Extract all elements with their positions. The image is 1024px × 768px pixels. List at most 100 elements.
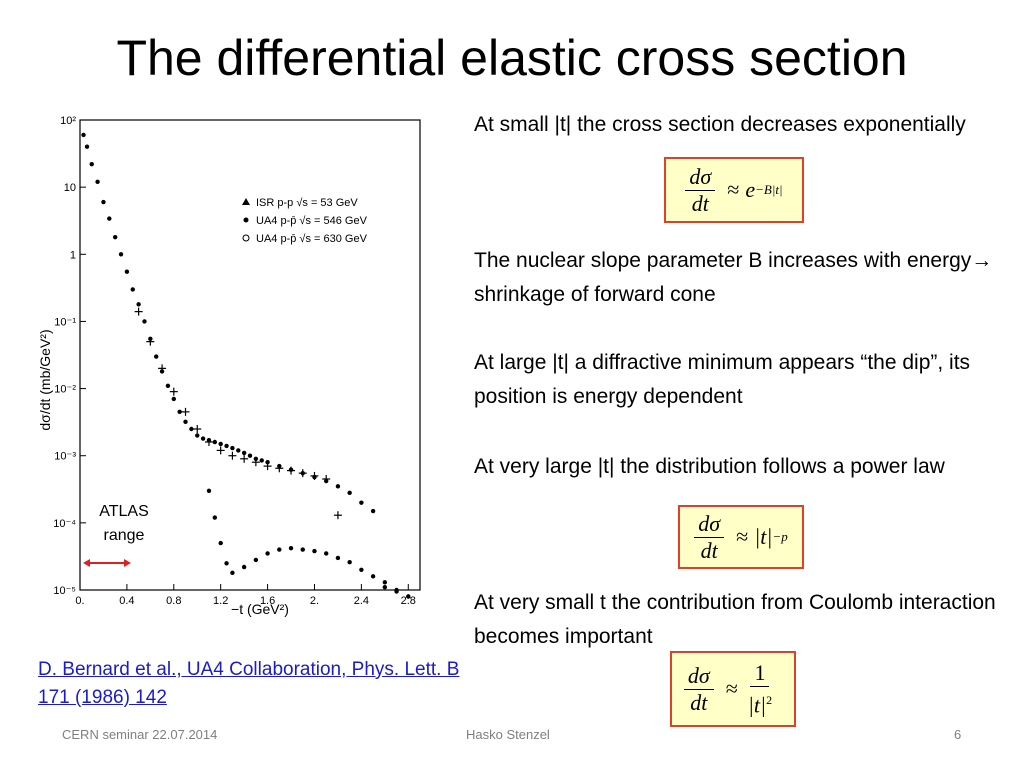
data-point-cross bbox=[216, 446, 225, 455]
fraction: dσ dt bbox=[685, 164, 716, 217]
x-tick-label: 2.8 bbox=[401, 595, 416, 607]
legend-marker bbox=[242, 234, 250, 242]
data-point bbox=[259, 458, 264, 463]
data-points bbox=[81, 132, 411, 599]
rhs-fraction: 1 |t|2 bbox=[744, 660, 776, 718]
y-tick-label: 10⁻³ bbox=[54, 451, 76, 463]
data-point bbox=[247, 453, 253, 458]
x-tick-label: 0. bbox=[75, 595, 84, 607]
data-point bbox=[165, 383, 171, 388]
data-point bbox=[84, 144, 90, 149]
footer-left: CERN seminar 22.07.2014 bbox=[62, 727, 218, 742]
legend-label: UA4 p-p̄ √s = 546 GeV bbox=[256, 215, 368, 227]
data-point bbox=[382, 580, 388, 585]
reference-link[interactable]: D. Bernard et al., UA4 Collaboration, Ph… bbox=[38, 659, 460, 708]
paragraph-power-law: At very large |t| the distribution follo… bbox=[474, 455, 945, 478]
fraction-denominator: dt bbox=[691, 190, 709, 216]
data-point bbox=[177, 409, 182, 415]
data-point-cross bbox=[275, 464, 284, 473]
formula-power-law: dσ dt ≈ |t| −p bbox=[678, 505, 804, 569]
legend-marker bbox=[243, 217, 249, 223]
y-tick-label: 10⁻² bbox=[54, 384, 76, 396]
data-point bbox=[335, 555, 341, 561]
y-tick-label: 10⁻⁴ bbox=[53, 518, 76, 530]
data-point-cross bbox=[322, 474, 331, 483]
data-point bbox=[195, 433, 200, 438]
data-point bbox=[130, 287, 135, 292]
data-point-cross bbox=[263, 462, 272, 471]
formula-rhs: e bbox=[745, 177, 756, 202]
data-point bbox=[95, 179, 100, 185]
data-point bbox=[394, 587, 399, 593]
rhs-numerator: 1 bbox=[750, 660, 770, 687]
data-point bbox=[171, 396, 176, 402]
data-point-cross bbox=[169, 387, 178, 396]
paragraph-coulomb: At very small t the contribution from Co… bbox=[474, 591, 996, 648]
data-point bbox=[124, 269, 130, 274]
y-ticks: 10² 10 1 10⁻¹ 10⁻² 10⁻³ 10⁻⁴ 10⁻⁵ bbox=[53, 115, 86, 597]
data-point bbox=[370, 574, 376, 579]
data-point bbox=[89, 161, 94, 167]
data-point bbox=[300, 547, 305, 552]
data-point-cross bbox=[287, 466, 296, 475]
fraction-denominator: dt bbox=[690, 689, 708, 715]
data-point-cross bbox=[298, 469, 307, 478]
x-tick-label: 0.4 bbox=[119, 595, 134, 607]
data-point bbox=[189, 426, 194, 432]
atlas-arrow-left-head bbox=[83, 559, 90, 567]
data-point bbox=[347, 559, 352, 565]
approx-sign: ≈ bbox=[736, 524, 749, 549]
data-point bbox=[118, 252, 124, 257]
data-point bbox=[335, 484, 341, 489]
data-point bbox=[241, 450, 247, 456]
fraction-numerator: dσ bbox=[694, 511, 725, 538]
data-point bbox=[154, 354, 159, 359]
legend-label: UA4 p-p̄ √s = 630 GeV bbox=[256, 233, 368, 245]
data-point bbox=[277, 547, 282, 552]
rhs-denominator: |t|2 bbox=[744, 687, 776, 718]
formula-exponential: dσ dt ≈ e −B|t| bbox=[664, 157, 804, 223]
range-label: range bbox=[103, 527, 145, 544]
data-point bbox=[236, 448, 241, 453]
paragraph-dip: At large |t| a diffractive minimum appea… bbox=[474, 351, 971, 408]
data-point bbox=[81, 132, 86, 138]
y-tick-label: 10⁻⁵ bbox=[53, 585, 76, 597]
fraction: dσ dt bbox=[694, 511, 725, 564]
data-point bbox=[224, 443, 229, 449]
rhs-exponent: 2 bbox=[766, 692, 773, 707]
data-point-cross bbox=[240, 454, 249, 463]
data-point bbox=[406, 594, 411, 599]
data-point bbox=[382, 585, 388, 590]
fraction: dσ dt bbox=[683, 663, 714, 716]
atlas-range-label: ATLAS range bbox=[88, 500, 160, 548]
y-tick-label: 1 bbox=[70, 249, 76, 261]
data-point bbox=[359, 500, 364, 505]
data-point-cross bbox=[204, 438, 213, 447]
data-point bbox=[206, 488, 212, 494]
plot-border bbox=[79, 119, 421, 591]
data-point bbox=[218, 540, 223, 546]
y-tick-label: 10⁻¹ bbox=[54, 316, 76, 328]
paragraph-exponential: At small |t| the cross section decreases… bbox=[474, 113, 966, 136]
approx-sign: ≈ bbox=[727, 177, 740, 202]
data-point bbox=[359, 567, 364, 572]
data-point-cross bbox=[333, 511, 342, 520]
data-point-cross bbox=[146, 337, 155, 346]
x-tick-label: 2. bbox=[310, 595, 319, 607]
legend-marker bbox=[242, 198, 250, 205]
data-point bbox=[324, 551, 329, 556]
data-point-cross bbox=[193, 424, 202, 433]
x-ticks: 0. 0.4 0.8 1.2 1.6 2. 2.4 2.8 bbox=[75, 584, 416, 607]
data-point-cross bbox=[134, 307, 143, 316]
formula-exponent: −p bbox=[772, 529, 788, 544]
y-tick-label: 10 bbox=[64, 182, 76, 194]
data-point bbox=[183, 419, 188, 424]
data-point bbox=[241, 564, 247, 570]
data-point bbox=[347, 490, 352, 496]
data-point bbox=[224, 561, 229, 566]
legend: ISR p-p √s = 53 GeV UA4 p-p̄ √s = 546 GeV… bbox=[242, 197, 368, 245]
footer-page-number: 6 bbox=[954, 727, 962, 742]
footer-center: Hasko Stenzel bbox=[466, 727, 550, 742]
formula-rhs: |t| bbox=[754, 524, 773, 549]
data-point bbox=[101, 199, 106, 205]
